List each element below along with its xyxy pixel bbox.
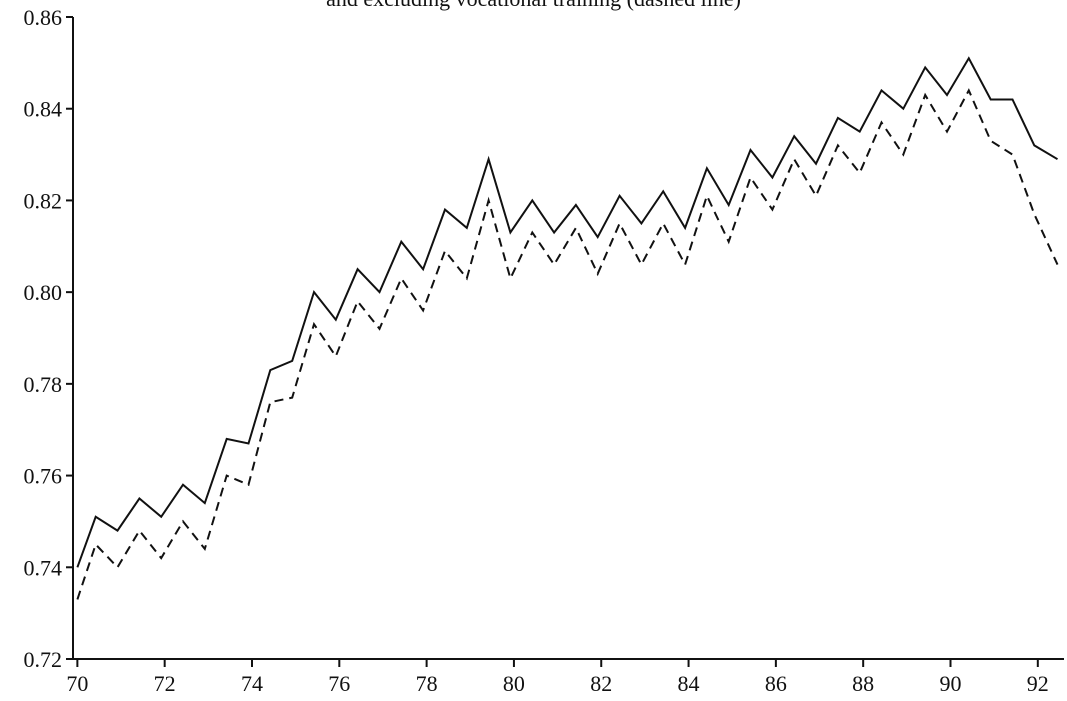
x-tick-label: 92 xyxy=(1027,671,1049,696)
chart-title: and excluding vocational training (dashe… xyxy=(0,0,1067,12)
y-tick-label: 0.74 xyxy=(24,555,63,580)
y-tick-label: 0.84 xyxy=(24,97,63,122)
x-tick-label: 80 xyxy=(503,671,525,696)
series-layer xyxy=(76,56,1059,600)
y-tick-label: 0.86 xyxy=(24,5,63,30)
x-tick-label: 84 xyxy=(678,671,700,696)
x-tick-label: 74 xyxy=(241,671,263,696)
x-tick-label: 76 xyxy=(328,671,350,696)
x-tick-label: 78 xyxy=(416,671,438,696)
x-tick-label: 90 xyxy=(939,671,961,696)
y-tick-label: 0.80 xyxy=(24,280,63,305)
x-tick-label: 86 xyxy=(765,671,787,696)
y-tick-label: 0.82 xyxy=(24,188,63,213)
x-tick-label: 88 xyxy=(852,671,874,696)
x-tick-label: 82 xyxy=(590,671,612,696)
x-tick-label: 70 xyxy=(66,671,88,696)
y-tick-label: 0.76 xyxy=(24,464,63,489)
y-axis: 0.72 0.74 0.76 0.78 0.80 0.82 0.84 0.86 xyxy=(24,5,73,672)
y-tick-label: 0.78 xyxy=(24,372,63,397)
series-line-dashed xyxy=(76,88,1059,600)
x-axis: 70 72 74 76 78 80 82 84 86 88 90 92 xyxy=(66,659,1049,696)
y-tick-label: 0.72 xyxy=(24,647,63,672)
series-line-solid xyxy=(76,56,1059,568)
x-tick-label: 72 xyxy=(154,671,176,696)
